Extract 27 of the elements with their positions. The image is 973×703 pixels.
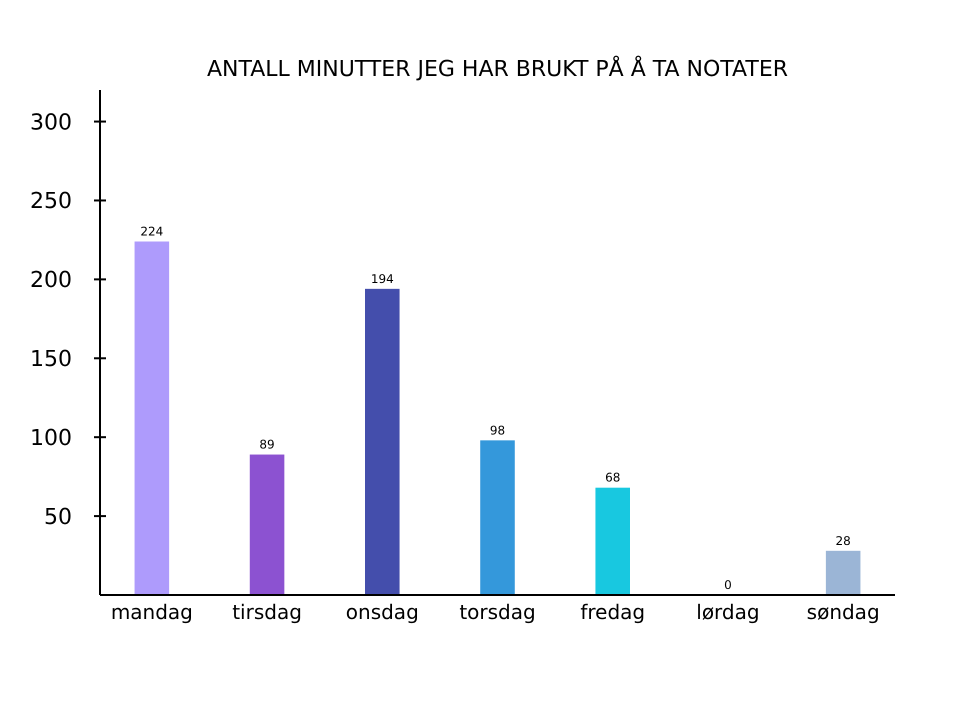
y-tick-label: 250 xyxy=(30,189,72,214)
bar xyxy=(595,488,630,595)
data-label: 0 xyxy=(724,578,732,592)
bar xyxy=(134,242,170,595)
bar xyxy=(480,440,515,595)
data-label: 98 xyxy=(490,423,506,438)
x-tick-label: fredag xyxy=(580,600,646,624)
data-label: 194 xyxy=(370,272,394,286)
bar xyxy=(250,454,284,595)
x-tick-label: tirsdag xyxy=(232,600,302,624)
data-label: 89 xyxy=(259,438,275,452)
data-label: 28 xyxy=(836,534,851,548)
bar xyxy=(826,550,860,595)
x-tick-label: søndag xyxy=(806,600,880,624)
data-label: 68 xyxy=(605,470,620,485)
y-tick-label: 100 xyxy=(30,426,72,451)
x-tick-label: onsdag xyxy=(346,600,419,624)
y-tick-label: 150 xyxy=(30,346,72,372)
x-tick-label: mandag xyxy=(110,600,193,624)
data-label: 224 xyxy=(140,224,164,238)
x-tick-label: lørdag xyxy=(696,600,760,624)
y-tick-label: 50 xyxy=(44,504,72,530)
bar xyxy=(365,288,400,595)
x-tick-label: torsdag xyxy=(459,600,536,624)
chart-title: ANTALL MINUTTER JEG HAR BRUKT PÅ Å TA NOTATER xyxy=(206,55,788,82)
y-tick-label: 200 xyxy=(30,268,72,294)
y-tick-label: 300 xyxy=(30,110,72,136)
